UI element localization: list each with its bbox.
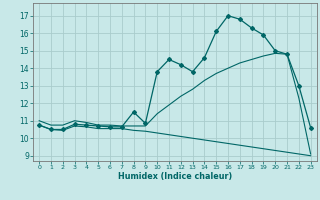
X-axis label: Humidex (Indice chaleur): Humidex (Indice chaleur) (118, 172, 232, 181)
